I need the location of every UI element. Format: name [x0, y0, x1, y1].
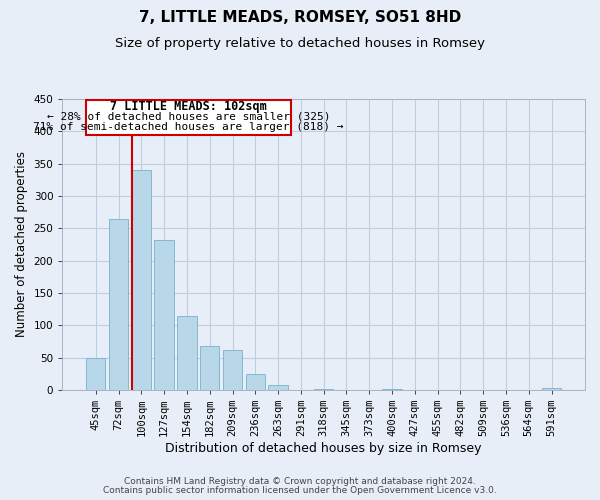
Text: 7 LITTLE MEADS: 102sqm: 7 LITTLE MEADS: 102sqm [110, 100, 267, 112]
Y-axis label: Number of detached properties: Number of detached properties [15, 152, 28, 338]
Text: ← 28% of detached houses are smaller (325): ← 28% of detached houses are smaller (32… [47, 112, 330, 122]
Text: Contains public sector information licensed under the Open Government Licence v3: Contains public sector information licen… [103, 486, 497, 495]
Bar [200, 346, 220, 390]
Text: 7, LITTLE MEADS, ROMSEY, SO51 8HD: 7, LITTLE MEADS, ROMSEY, SO51 8HD [139, 10, 461, 25]
Text: Size of property relative to detached houses in Romsey: Size of property relative to detached ho… [115, 38, 485, 51]
Bar [131, 170, 151, 390]
Bar [542, 388, 561, 390]
Bar [177, 316, 197, 390]
Text: Contains HM Land Registry data © Crown copyright and database right 2024.: Contains HM Land Registry data © Crown c… [124, 477, 476, 486]
Bar [382, 388, 402, 390]
Bar [245, 374, 265, 390]
X-axis label: Distribution of detached houses by size in Romsey: Distribution of detached houses by size … [166, 442, 482, 455]
FancyBboxPatch shape [86, 100, 290, 134]
Bar [86, 358, 106, 390]
Text: 71% of semi-detached houses are larger (818) →: 71% of semi-detached houses are larger (… [33, 122, 344, 132]
Bar [109, 218, 128, 390]
Bar [268, 386, 288, 390]
Bar [154, 240, 174, 390]
Bar [223, 350, 242, 390]
Bar [314, 388, 334, 390]
